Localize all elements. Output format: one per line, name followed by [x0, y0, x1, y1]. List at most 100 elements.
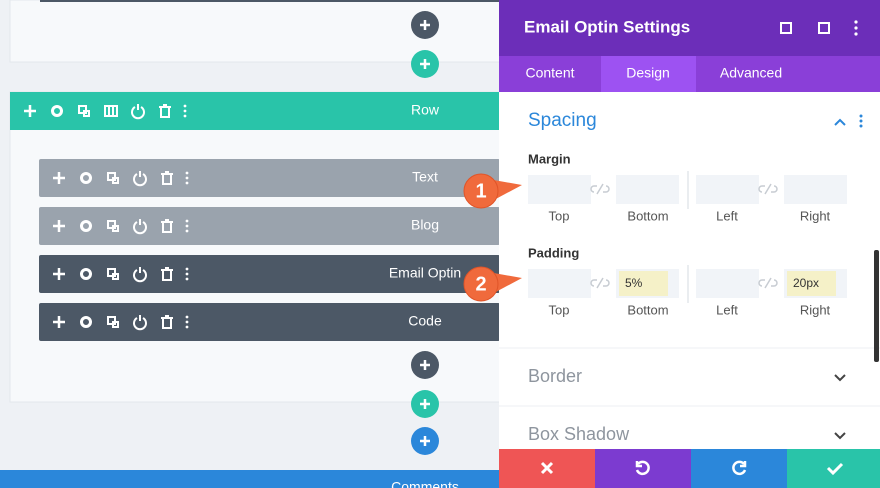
move-icon[interactable]: [53, 220, 65, 232]
field-label: Margin: [528, 151, 571, 166]
menu-dot[interactable]: [183, 104, 187, 108]
undo-icon: [635, 460, 650, 476]
module-label: Blog: [411, 217, 439, 233]
settings-icon[interactable]: [80, 316, 92, 328]
menu-dot[interactable]: [185, 176, 189, 180]
input[interactable]: [528, 175, 591, 204]
disable-icon[interactable]: [131, 104, 145, 120]
collapse-icon[interactable]: [834, 118, 846, 126]
menu-dot[interactable]: [185, 272, 189, 276]
menu-dot[interactable]: [185, 320, 189, 324]
active-tab: [601, 56, 696, 92]
menu-dot[interactable]: [185, 219, 189, 223]
settings-icon[interactable]: [80, 220, 92, 232]
row-bar[interactable]: [10, 92, 500, 130]
menu-dot[interactable]: [185, 224, 189, 228]
input-value[interactable]: 20px: [793, 276, 819, 290]
input[interactable]: [528, 269, 591, 298]
disable-icon[interactable]: [133, 267, 147, 283]
move-icon[interactable]: [24, 105, 36, 117]
next-row-bar[interactable]: [0, 470, 500, 488]
disable-icon[interactable]: [133, 171, 147, 187]
module-edge: [40, 0, 500, 2]
settings-icon[interactable]: [80, 268, 92, 280]
callout-badge: [463, 266, 499, 302]
menu-dot[interactable]: [183, 114, 187, 118]
menu-dot[interactable]: [183, 109, 187, 113]
move-icon[interactable]: [53, 316, 65, 328]
module-bar[interactable]: [39, 207, 500, 245]
duplicate-icon[interactable]: [107, 268, 119, 280]
input-caption: Right: [800, 302, 831, 317]
module-bar[interactable]: [39, 303, 500, 341]
expand-icon[interactable]: [834, 432, 846, 440]
delete-icon[interactable]: [161, 219, 173, 233]
menu-dot[interactable]: [185, 181, 189, 185]
delete-icon[interactable]: [161, 171, 173, 185]
redo-button[interactable]: [691, 449, 787, 488]
module-bar[interactable]: [39, 255, 500, 293]
add-icon: [420, 399, 430, 409]
disable-icon[interactable]: [133, 219, 147, 235]
save-button[interactable]: [787, 449, 880, 488]
settings-icon[interactable]: [51, 105, 63, 117]
field-label: Padding: [528, 245, 579, 260]
move-icon[interactable]: [53, 268, 65, 280]
row-box: [9, 91, 501, 403]
menu-dot[interactable]: [185, 267, 189, 271]
input[interactable]: [784, 175, 847, 204]
fullscreen-icon[interactable]: [780, 22, 792, 34]
duplicate-icon[interactable]: [78, 105, 90, 117]
section-menu[interactable]: [859, 114, 863, 128]
menu-dot[interactable]: [185, 325, 189, 329]
input-highlight: [619, 271, 668, 296]
delete-icon[interactable]: [161, 267, 173, 281]
input-value[interactable]: 5%: [625, 276, 643, 290]
menu-dot[interactable]: [185, 277, 189, 281]
input-caption: Left: [716, 302, 738, 317]
columns-icon[interactable]: [104, 105, 118, 117]
menu-dot[interactable]: [185, 315, 189, 319]
section-title[interactable]: Border: [528, 366, 582, 386]
undo-button[interactable]: [595, 449, 691, 488]
input[interactable]: [696, 175, 759, 204]
input-caption: Top: [549, 302, 570, 317]
tab[interactable]: Design: [626, 65, 670, 81]
move-icon[interactable]: [53, 172, 65, 184]
duplicate-icon[interactable]: [107, 220, 119, 232]
scrollbar[interactable]: [874, 250, 879, 362]
section-title[interactable]: Box Shadow: [528, 424, 630, 444]
disable-icon[interactable]: [133, 315, 147, 331]
split-icon[interactable]: [818, 22, 830, 34]
cancel-icon: [540, 461, 554, 475]
callout-number: 1: [475, 180, 486, 202]
duplicate-icon[interactable]: [107, 316, 119, 328]
menu-dot[interactable]: [185, 229, 189, 233]
add-icon: [420, 59, 430, 69]
save-icon: [826, 462, 844, 476]
panel-menu[interactable]: [854, 20, 858, 36]
duplicate-icon[interactable]: [107, 172, 119, 184]
add-icon: [420, 436, 430, 446]
module-bar[interactable]: [39, 159, 500, 197]
link-icon[interactable]: [590, 183, 610, 195]
callout-number: 2: [475, 273, 486, 295]
settings-icon[interactable]: [80, 172, 92, 184]
tab[interactable]: Content: [525, 65, 574, 81]
delete-icon[interactable]: [159, 104, 171, 118]
section-title[interactable]: Spacing: [528, 110, 597, 131]
input[interactable]: [696, 269, 759, 298]
expand-icon[interactable]: [834, 374, 846, 382]
module-label: Email Optin: [389, 265, 461, 281]
panel-title: Email Optin Settings: [524, 17, 690, 36]
link-icon[interactable]: [758, 277, 778, 289]
link-icon[interactable]: [590, 277, 610, 289]
input[interactable]: [616, 175, 679, 204]
delete-icon[interactable]: [161, 315, 173, 329]
menu-dot[interactable]: [185, 171, 189, 175]
tab[interactable]: Advanced: [720, 65, 782, 81]
link-icon[interactable]: [758, 183, 778, 195]
input-caption: Top: [549, 208, 570, 223]
